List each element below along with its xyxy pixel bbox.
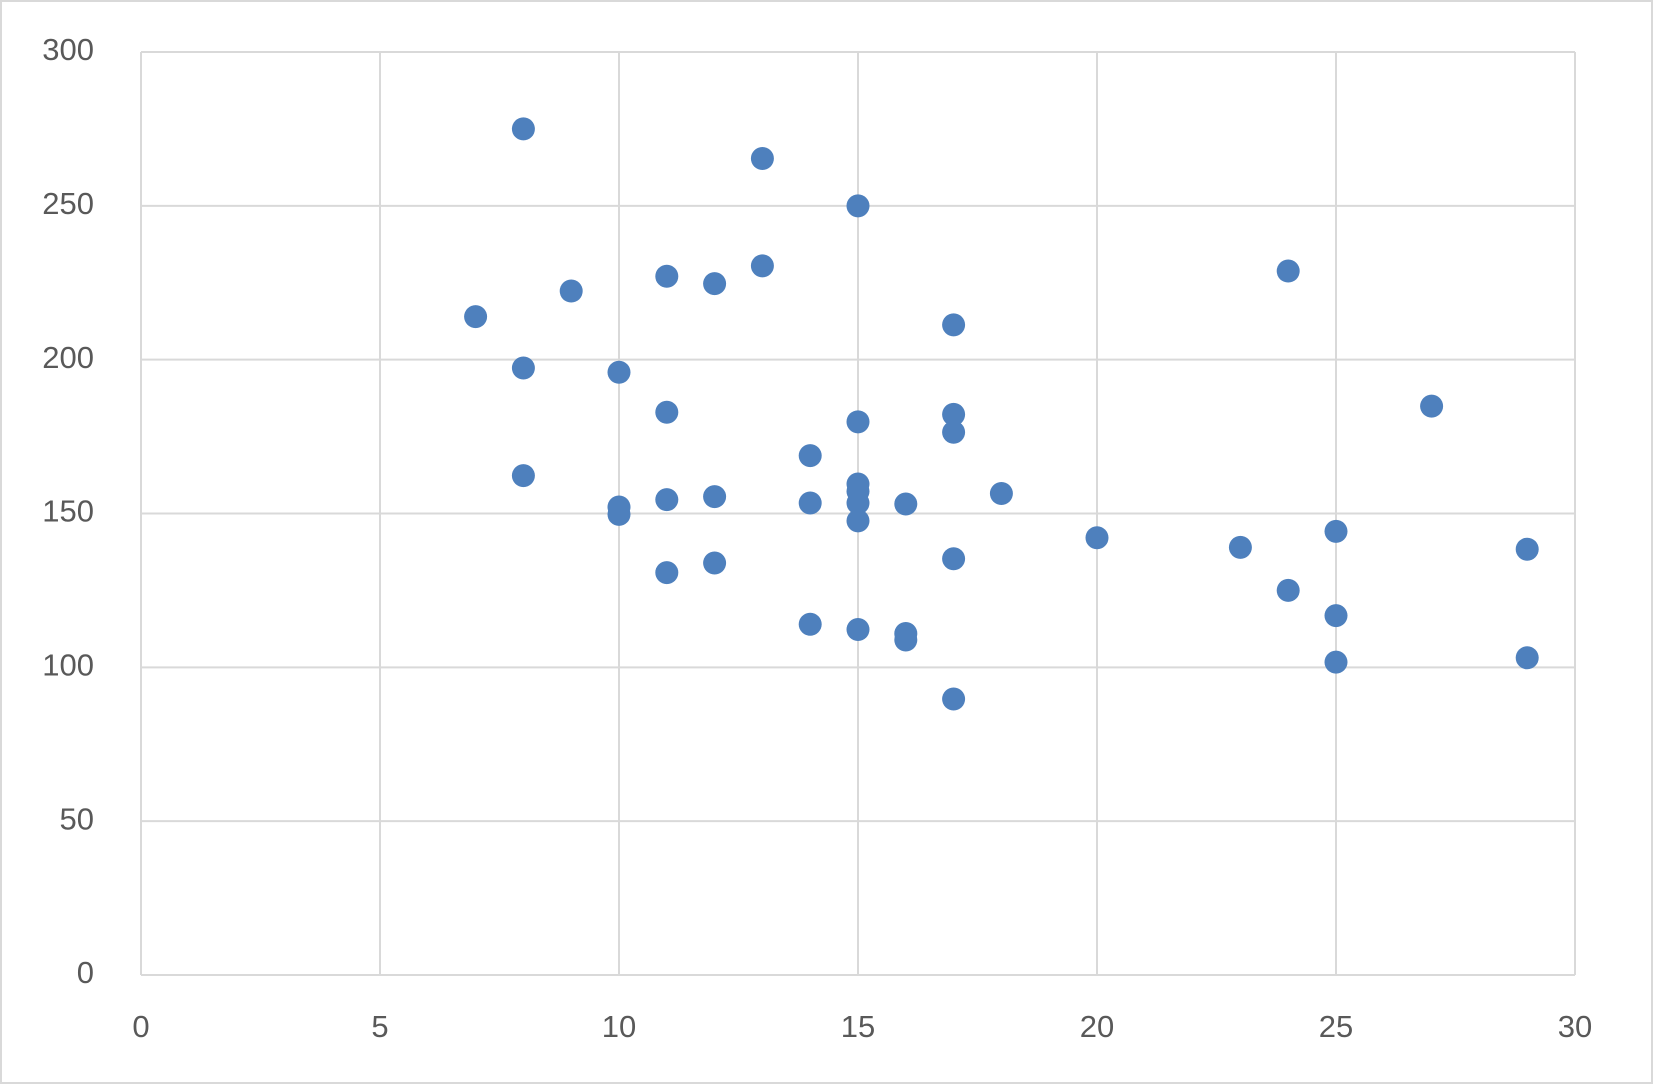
y-tick-label: 0	[77, 955, 94, 990]
point	[655, 400, 679, 424]
point	[1276, 259, 1300, 283]
point	[1276, 578, 1300, 602]
point	[942, 687, 966, 711]
point	[798, 491, 822, 515]
y-tick-label: 150	[42, 494, 94, 529]
point	[750, 146, 774, 170]
x-tick-label: 5	[371, 1009, 388, 1044]
x-tick-label: 30	[1558, 1009, 1592, 1044]
x-tick-label: 15	[841, 1009, 875, 1044]
point	[655, 561, 679, 585]
point	[1515, 646, 1539, 670]
point	[1228, 535, 1252, 559]
point	[750, 254, 774, 278]
x-tick-label: 0	[132, 1009, 149, 1044]
point	[798, 444, 822, 468]
point	[607, 360, 631, 384]
point	[1324, 519, 1348, 543]
y-tick-label: 50	[60, 801, 94, 836]
point	[894, 628, 918, 652]
y-tick-label: 250	[42, 186, 94, 221]
point	[942, 402, 966, 426]
point	[1515, 537, 1539, 561]
point	[703, 272, 727, 296]
point	[846, 509, 870, 533]
point	[464, 305, 488, 329]
point	[989, 482, 1013, 506]
point	[655, 264, 679, 288]
point	[703, 485, 727, 509]
point	[511, 356, 535, 380]
x-tick-label: 10	[602, 1009, 636, 1044]
point	[655, 488, 679, 512]
x-tick-label: 25	[1319, 1009, 1353, 1044]
point	[607, 502, 631, 526]
point	[703, 551, 727, 575]
point	[942, 313, 966, 337]
point	[1324, 604, 1348, 628]
point	[942, 420, 966, 444]
point	[511, 464, 535, 488]
point	[942, 547, 966, 571]
point	[1420, 394, 1444, 418]
point	[894, 492, 918, 516]
point	[798, 612, 822, 636]
point	[846, 491, 870, 515]
point	[846, 617, 870, 641]
point	[1085, 526, 1109, 550]
point	[1324, 650, 1348, 674]
point	[846, 194, 870, 218]
point	[511, 117, 535, 141]
point	[846, 410, 870, 434]
y-tick-label: 100	[42, 648, 94, 683]
y-tick-label: 300	[42, 32, 94, 67]
y-tick-label: 200	[42, 340, 94, 375]
point	[559, 279, 583, 303]
x-tick-label: 20	[1080, 1009, 1114, 1044]
